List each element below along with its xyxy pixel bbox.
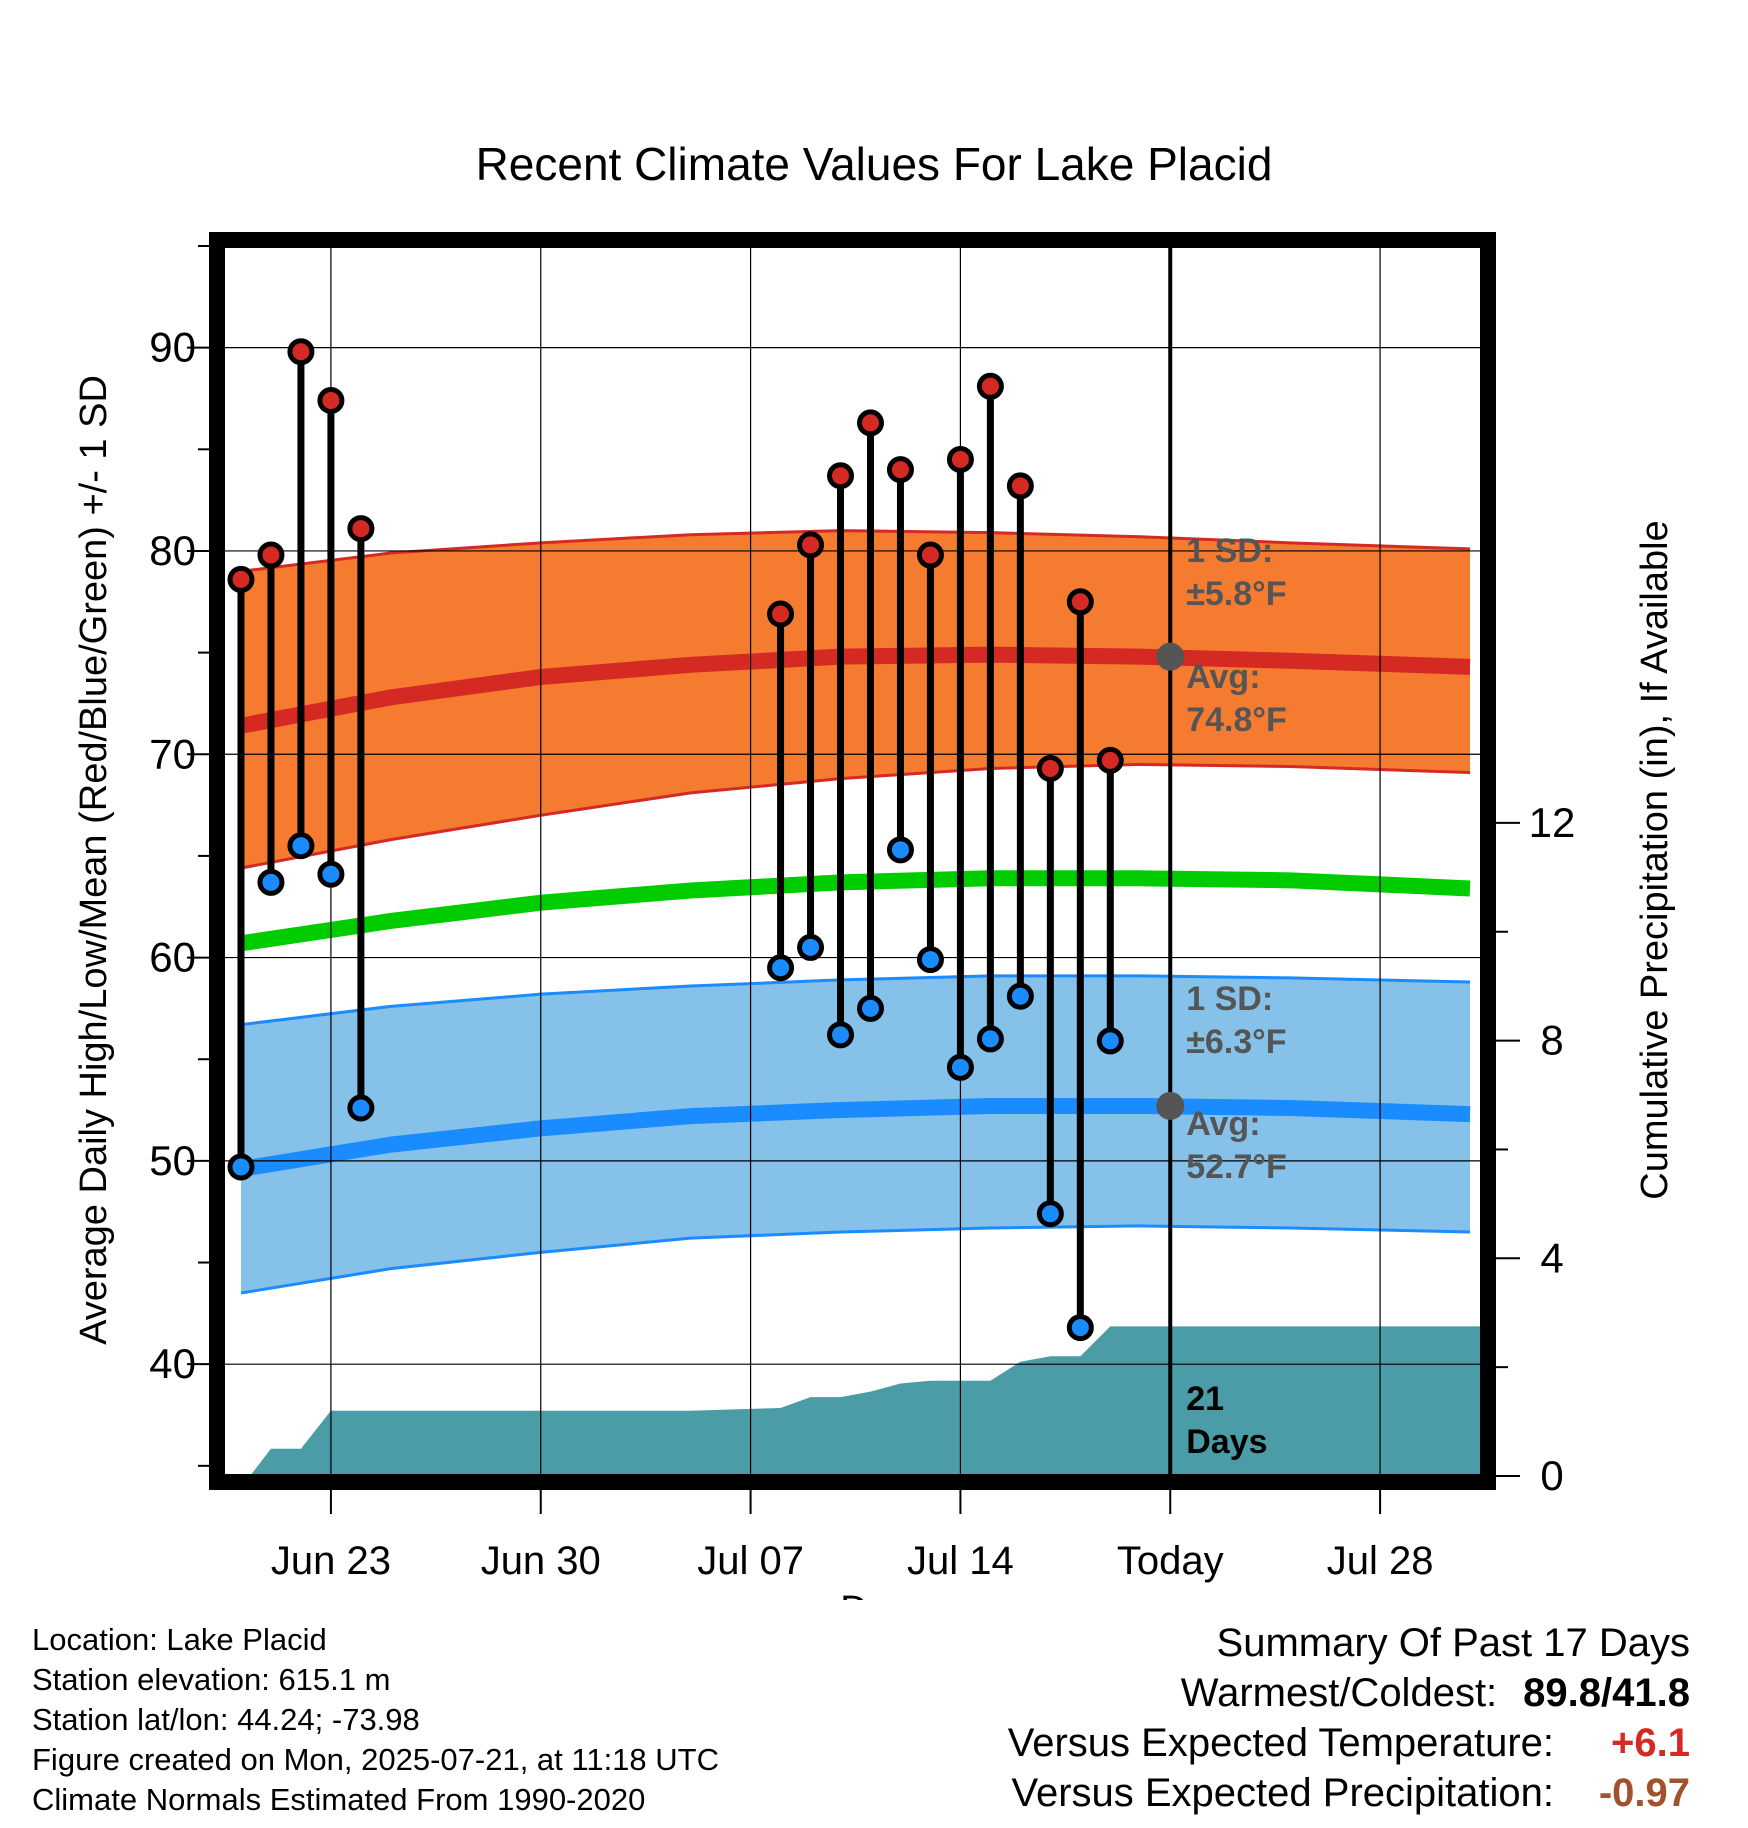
observed-high-point — [827, 462, 855, 490]
observed-high-point — [916, 541, 944, 569]
info-normals: Climate Normals Estimated From 1990-2020 — [32, 1782, 646, 1817]
low-avg-value: 52.7°F — [1186, 1148, 1287, 1186]
observed-high-point — [886, 456, 914, 484]
observed-low-point — [317, 860, 345, 888]
mean-normal-line — [239, 870, 1471, 952]
x-axis-label: Day — [840, 1589, 908, 1600]
x-tick-label: Jun 30 — [481, 1539, 601, 1583]
observed-low-point — [1036, 1200, 1064, 1228]
observed-low-point — [886, 836, 914, 864]
plot-frame — [209, 232, 1496, 1490]
observed-low-point — [767, 954, 795, 982]
low-sd-lower-edge — [240, 1224, 1471, 1295]
y-axis-label: Average Daily High/Low/Mean (Red/Blue/Gr… — [73, 375, 115, 1345]
observed-low-point — [287, 832, 315, 860]
observed-low-point — [916, 946, 944, 974]
low-sd-label: 1 SD: — [1186, 980, 1273, 1018]
high-sd-label: 1 SD: — [1186, 532, 1273, 570]
observed-high-point — [347, 515, 375, 543]
observed-low-point — [976, 1025, 1004, 1053]
y2-tick-label: 12 — [1529, 799, 1576, 846]
observed-high-point — [797, 531, 825, 559]
plot-inner — [223, 246, 1482, 1476]
observed-low-point — [856, 994, 884, 1022]
high-avg-value: 74.8°F — [1186, 701, 1287, 739]
x-tick-label: Jul 14 — [907, 1539, 1014, 1583]
observed-high-point — [767, 600, 795, 628]
y2-tick-label: 4 — [1540, 1234, 1563, 1281]
x-tick-label: Jun 23 — [271, 1539, 391, 1583]
observed-high-point — [1006, 472, 1034, 500]
info-elevation: Station elevation: 615.1 m — [32, 1662, 391, 1697]
station-info: Location: Lake Placid Station elevation:… — [32, 1620, 719, 1820]
y-tick-label: 80 — [149, 527, 196, 574]
low-sd-value: ±6.3°F — [1186, 1023, 1286, 1061]
y2-tick-label: 0 — [1540, 1452, 1563, 1499]
summary-temp-label: Versus Expected Temperature: — [1007, 1721, 1554, 1765]
observed-low-point — [1066, 1314, 1094, 1342]
y-tick-label: 40 — [149, 1340, 196, 1387]
y2-axis-label: Cumulative Precipitation (in), If Availa… — [1634, 520, 1676, 1199]
summary-warmest-label: Warmest/Coldest: — [1180, 1671, 1498, 1715]
summary-precip-value: -0.97 — [1598, 1771, 1690, 1815]
info-created: Figure created on Mon, 2025-07-21, at 11… — [32, 1742, 719, 1777]
y-tick-label: 90 — [149, 324, 196, 371]
observed-high-point — [227, 565, 255, 593]
x-tick-label: Jul 07 — [697, 1539, 804, 1583]
summary-precip-label: Versus Expected Precipitation: — [1011, 1771, 1554, 1815]
y-tick-label: 60 — [149, 934, 196, 981]
summary-panel: Summary Of Past 17 Days Warmest/Coldest:… — [1008, 1618, 1690, 1818]
summary-warmest-value: 89.8/41.8 — [1523, 1671, 1690, 1715]
observed-high-point — [1096, 746, 1124, 774]
observed-low-point — [1006, 982, 1034, 1010]
x-tick-label: Today — [1117, 1539, 1224, 1583]
observed-low-point — [1096, 1027, 1124, 1055]
observed-low-point — [347, 1094, 375, 1122]
observed-high-point — [317, 387, 345, 415]
observed-high-point — [856, 409, 884, 437]
observed-high-point — [946, 445, 974, 473]
summary-warmest-row: Warmest/Coldest: 89.8/41.8 — [1008, 1668, 1690, 1718]
high-avg-label: Avg: — [1186, 658, 1260, 696]
precip-area — [249, 1326, 1482, 1476]
today-low-avg-marker — [1156, 1091, 1185, 1120]
observed-low-point — [257, 868, 285, 896]
y-tick-label: 50 — [149, 1137, 196, 1184]
info-latlon: Station lat/lon: 44.24; -73.98 — [32, 1702, 420, 1737]
observed-high-point — [257, 541, 285, 569]
y2-tick-label: 8 — [1540, 1017, 1563, 1064]
summary-title: Summary Of Past 17 Days — [1216, 1621, 1690, 1665]
today-high-avg-marker — [1156, 642, 1185, 671]
low-sd-band — [240, 975, 1471, 1294]
summary-temp-row: Versus Expected Temperature: +6.1 — [1008, 1718, 1690, 1768]
climate-chart: Recent Climate Values For Lake Placid 1 … — [73, 138, 1676, 1600]
chart-title: Recent Climate Values For Lake Placid — [476, 138, 1273, 190]
y-tick-label: 70 — [149, 730, 196, 777]
x-tick-label: Jul 28 — [1327, 1539, 1434, 1583]
plot-area: 1 SD: ±5.8°F Avg: 74.8°F 1 SD: ±6.3°F Avg: 52.7… — [149, 232, 1576, 1583]
observed-high-point — [1036, 754, 1064, 782]
observed-low-point — [946, 1053, 974, 1081]
summary-precip-row: Versus Expected Precipitation: -0.97 — [1008, 1768, 1690, 1818]
observed-high-point — [1066, 588, 1094, 616]
days-count-label: 21 — [1186, 1380, 1224, 1418]
high-sd-band — [240, 530, 1471, 869]
summary-temp-value: +6.1 — [1611, 1721, 1690, 1765]
observed-low-point — [827, 1021, 855, 1049]
low-normal-line — [239, 1097, 1471, 1177]
observed-high-point — [287, 338, 315, 366]
observed-low-point — [227, 1153, 255, 1181]
high-sd-value: ±5.8°F — [1186, 575, 1286, 613]
low-avg-label: Avg: — [1186, 1105, 1260, 1143]
days-count-unit: Days — [1186, 1423, 1267, 1461]
info-location: Location: Lake Placid — [32, 1622, 327, 1657]
observed-high-point — [976, 372, 1004, 400]
observed-low-point — [797, 933, 825, 961]
